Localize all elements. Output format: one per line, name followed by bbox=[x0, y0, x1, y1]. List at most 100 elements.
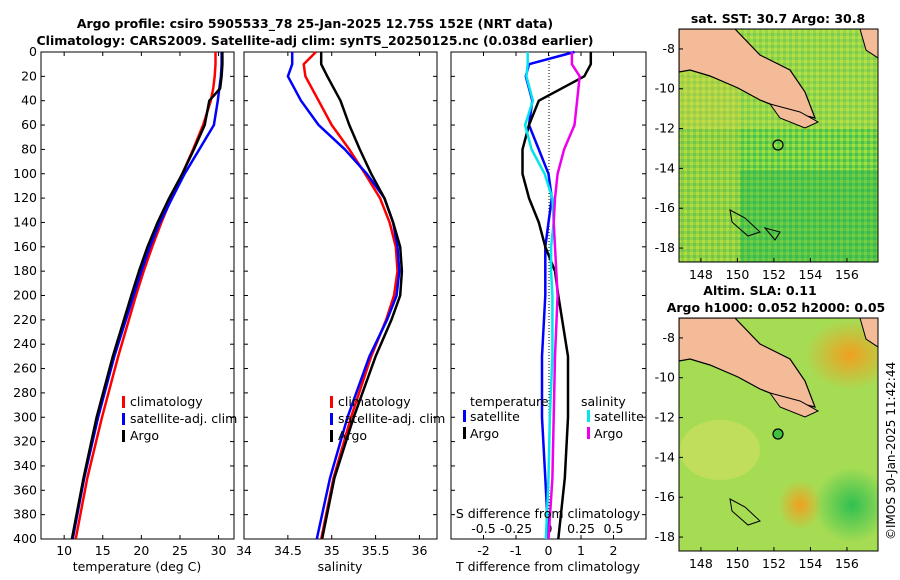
series-line-salinity-satellite bbox=[523, 52, 555, 540]
y-tick-label: 360 bbox=[13, 482, 37, 497]
y-tick-label: 200 bbox=[13, 288, 37, 303]
map-y-tick-label: -10 bbox=[655, 81, 675, 96]
x-tick-label: 30 bbox=[211, 543, 227, 558]
x-tick-label: 34 bbox=[236, 543, 252, 558]
y-tick-label: 400 bbox=[13, 531, 37, 546]
y-tick-label: 260 bbox=[13, 361, 37, 376]
map-x-tick-label: 148 bbox=[689, 556, 713, 571]
map-y-tick-label: -12 bbox=[655, 410, 675, 425]
temperature-legend: climatology satellite-adj. clim Argo bbox=[122, 394, 237, 443]
difference-panel: -2 -1 0 1 2-0.5 -0.25 0 0.25 0.5 T difference fr… bbox=[450, 50, 647, 574]
legend-label-argo: Argo bbox=[130, 428, 159, 443]
map-y-tick-label: -12 bbox=[655, 121, 675, 136]
y-tick-label: 180 bbox=[13, 263, 37, 278]
map-y-tick-label: -16 bbox=[655, 200, 675, 215]
sla-map-subtitle: Argo h1000: 0.052 h2000: 0.05 bbox=[667, 300, 886, 315]
y-tick-label: 80 bbox=[21, 141, 37, 156]
sst-map: sat. SST: 30.7 Argo: 30.8 148 150 152 154 15… bbox=[655, 11, 879, 282]
y-tick-label: 100 bbox=[13, 166, 37, 181]
x-tick-label: 0 bbox=[545, 543, 553, 558]
map-x-tick-label: 150 bbox=[725, 556, 749, 571]
map-y-tick-label: -10 bbox=[655, 370, 675, 385]
x-tick-label: 10 bbox=[56, 543, 72, 558]
legend-header-temperature: temperature bbox=[470, 394, 549, 409]
x-tick-label: 1 bbox=[577, 543, 585, 558]
legend-header-salinity: salinity bbox=[581, 394, 626, 409]
legend-label-satellite: satellite-adj. clim bbox=[130, 411, 237, 426]
y-tick-label: 240 bbox=[13, 336, 37, 351]
legend-swatch-s-argo bbox=[587, 427, 590, 439]
sst-argo-marker bbox=[772, 139, 784, 151]
x-tick-label: 35.5 bbox=[362, 543, 390, 558]
imos-watermark: ©IMOS 30-Jan-2025 11:42:44 bbox=[884, 362, 898, 540]
legend-swatch-climatology bbox=[330, 396, 333, 408]
s-diff-tick-label: -0.5 bbox=[471, 521, 495, 536]
map-y-tick-label: -8 bbox=[663, 330, 676, 345]
salinity-legend: climatology satellite-adj. clim Argo bbox=[330, 394, 445, 443]
map-y-tick-label: -18 bbox=[655, 529, 675, 544]
s-diff-tick-label: -0.25 bbox=[500, 521, 532, 536]
legend-swatch-t-argo bbox=[463, 427, 466, 439]
y-tick-label: 60 bbox=[21, 117, 37, 132]
map-x-tick-label: 148 bbox=[689, 267, 713, 282]
legend-label-climatology: climatology bbox=[130, 394, 203, 409]
y-tick-label: 160 bbox=[13, 239, 37, 254]
difference-legend: temperature satellite Argo salinity sate… bbox=[463, 394, 644, 441]
x-tick-label: -2 bbox=[477, 543, 489, 558]
y-tick-label: 280 bbox=[13, 385, 37, 400]
legend-label-satellite: satellite-adj. clim bbox=[338, 411, 445, 426]
x-tick-label: 2 bbox=[610, 543, 618, 558]
sla-map-title: Altim. SLA: 0.11 bbox=[703, 283, 816, 298]
legend-swatch-satellite bbox=[122, 413, 125, 425]
y-tick-label: 120 bbox=[13, 190, 37, 205]
legend-label-argo: Argo bbox=[338, 428, 367, 443]
salinity-xlabel: salinity bbox=[318, 559, 363, 574]
s-diff-xlabel: S difference from climatology bbox=[456, 506, 641, 521]
legend-label-t-argo: Argo bbox=[470, 426, 499, 441]
legend-swatch-s-satellite bbox=[587, 410, 590, 422]
map-y-tick-label: -18 bbox=[655, 240, 675, 255]
series-line-temperature-argo bbox=[521, 52, 593, 540]
map-x-tick-label: 152 bbox=[762, 556, 786, 571]
legend-swatch-climatology bbox=[122, 396, 125, 408]
x-tick-label: 36 bbox=[412, 543, 428, 558]
y-tick-label: 40 bbox=[21, 93, 37, 108]
map-y-tick-label: -14 bbox=[655, 160, 675, 175]
sla-low-se bbox=[814, 467, 878, 543]
sla-high-ne bbox=[805, 320, 878, 390]
y-tick-label: 380 bbox=[13, 507, 37, 522]
x-tick-label: 20 bbox=[133, 543, 149, 558]
x-tick-label: 15 bbox=[95, 543, 111, 558]
legend-label-s-argo: Argo bbox=[594, 426, 623, 441]
map-y-tick-label: -8 bbox=[663, 41, 676, 56]
x-tick-label: -1 bbox=[510, 543, 522, 558]
y-tick-label: 20 bbox=[21, 68, 37, 83]
sla-high-s bbox=[778, 480, 822, 530]
map-x-tick-label: 156 bbox=[835, 267, 859, 282]
series-line-argo bbox=[70, 52, 224, 540]
sla-argo-marker bbox=[772, 428, 784, 440]
figure-title-line2: Climatology: CARS2009. Satellite-adj cli… bbox=[36, 33, 593, 49]
map-x-tick-label: 154 bbox=[799, 556, 823, 571]
sst-reef bbox=[729, 209, 761, 237]
y-tick-label: 0 bbox=[29, 44, 37, 59]
y-tick-label: 300 bbox=[13, 409, 37, 424]
sla-map: Altim. SLA: 0.11 Argo h1000: 0.052 h2000… bbox=[655, 283, 886, 571]
x-tick-label: 35 bbox=[324, 543, 340, 558]
temperature-panel: 0 20 40 60 80 100 120 140 160 180 200 220 240 260 280 3… bbox=[13, 44, 237, 574]
series-line-argo bbox=[319, 52, 404, 540]
legend-swatch-argo bbox=[330, 430, 333, 442]
salinity-panel: 34 34.5 35 35.5 36 salinity climatology sate… bbox=[236, 51, 445, 574]
y-tick-label: 320 bbox=[13, 434, 37, 449]
sst-land-island bbox=[768, 103, 820, 129]
y-tick-label: 220 bbox=[13, 312, 37, 327]
sst-map-title: sat. SST: 30.7 Argo: 30.8 bbox=[691, 11, 865, 26]
map-x-tick-label: 150 bbox=[725, 267, 749, 282]
legend-swatch-satellite bbox=[330, 413, 333, 425]
map-x-tick-label: 154 bbox=[799, 267, 823, 282]
legend-swatch-argo bbox=[122, 430, 125, 442]
s-diff-tick-label: 0.5 bbox=[604, 521, 624, 536]
y-tick-label: 340 bbox=[13, 458, 37, 473]
x-tick-label: 25 bbox=[172, 543, 188, 558]
